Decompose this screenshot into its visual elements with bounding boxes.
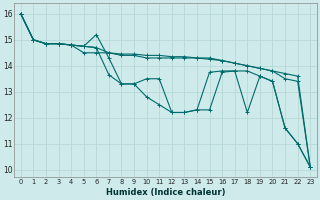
- X-axis label: Humidex (Indice chaleur): Humidex (Indice chaleur): [106, 188, 225, 197]
